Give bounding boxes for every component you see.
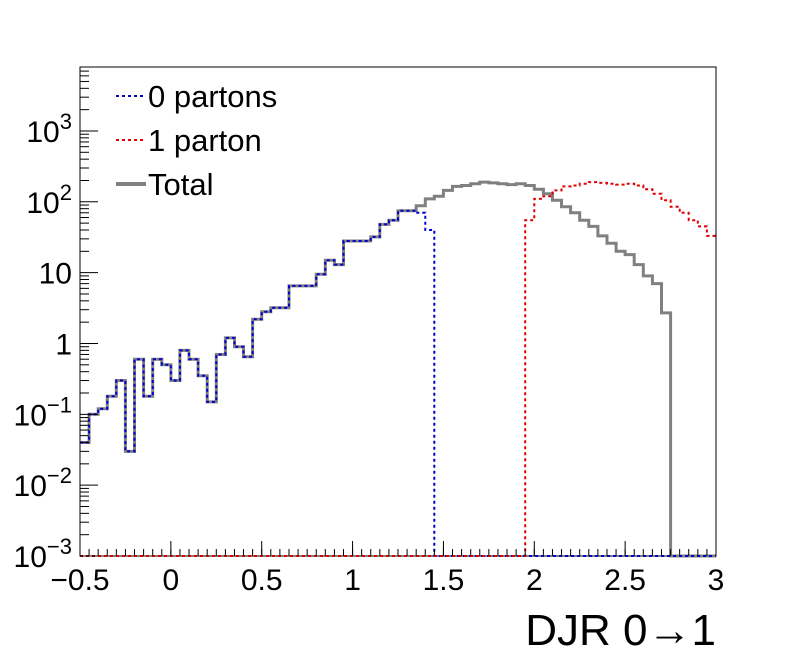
legend: 0 partons 1 parton Total	[116, 79, 277, 202]
x-tick-label: 3	[708, 564, 725, 597]
y-axis-ticks: 10−3 10−2 10−1 1 10 102 103	[14, 66, 98, 574]
x-tick-label: 1	[344, 564, 361, 597]
legend-label: Total	[148, 167, 213, 202]
y-tick-label: 102	[26, 180, 72, 220]
y-tick-label: 103	[26, 109, 72, 149]
x-axis-ticks: −0.5 0 0.5 1 1.5 2 2.5 3	[50, 541, 724, 597]
x-tick-label: −0.5	[50, 564, 109, 597]
x-tick-label: 1.5	[423, 564, 465, 597]
y-tick-label: 10	[39, 258, 72, 291]
y-tick-label: 1	[55, 328, 72, 361]
y-tick-label: 10−1	[14, 392, 72, 432]
series-line-total	[80, 180, 716, 558]
x-axis-title: DJR 0→1	[525, 606, 716, 655]
y-tick-label: 10−2	[14, 463, 72, 503]
legend-label: 1 parton	[148, 123, 262, 158]
legend-label: 0 partons	[148, 79, 277, 114]
series-line-1-parton	[80, 181, 716, 557]
x-tick-label: 0	[163, 564, 180, 597]
x-tick-label: 2	[526, 564, 543, 597]
x-tick-label: 2.5	[604, 564, 646, 597]
series-layer	[80, 180, 716, 558]
y-tick-label: 10−3	[14, 534, 72, 574]
x-tick-label: 0.5	[241, 564, 283, 597]
series-line-0-partons	[80, 209, 716, 557]
